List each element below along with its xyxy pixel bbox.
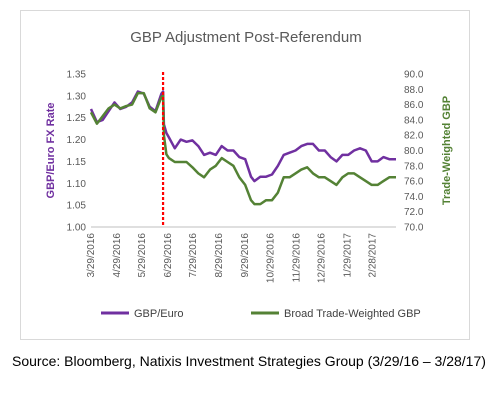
x-tick-label: 11/29/2016: [291, 233, 302, 283]
y-left-tick-label: 1.10: [67, 179, 87, 190]
y-right-tick-label: 70.0: [404, 223, 424, 234]
y-left-tick-label: 1.25: [67, 113, 87, 124]
x-tick-label: 9/29/2016: [240, 233, 251, 278]
y-right-tick-label: 86.0: [404, 100, 424, 111]
series-line-trade-weighted: [89, 91, 396, 206]
chart-title: GBP Adjustment Post-Referendum: [130, 29, 362, 46]
y-left-tick-label: 1.05: [67, 201, 87, 212]
y-right-tick-label: 82.0: [404, 131, 424, 142]
y-right-tick-label: 80.0: [404, 146, 424, 157]
legend-label: Broad Trade-Weighted GBP: [284, 308, 421, 320]
chart-frame: GBP Adjustment Post-Referendum 1.35 1.30 1.…: [20, 10, 470, 340]
source-note: Source: Bloomberg, Natixis Investment St…: [12, 353, 486, 369]
legend-label: GBP/Euro: [134, 308, 184, 320]
x-tick-label: 7/29/2016: [188, 233, 199, 278]
x-tick-label: 10/29/2016: [265, 233, 276, 283]
series-line-gbp-euro: [89, 90, 396, 183]
y-right-tick-label: 88.0: [404, 85, 424, 96]
y-left-tick-label: 1.20: [67, 135, 87, 146]
x-tick-label: 3/29/2016: [86, 233, 97, 278]
x-tick-label: 4/29/2016: [112, 233, 123, 278]
y-left-tick-label: 1.00: [67, 223, 87, 234]
y-right-tick-label: 84.0: [404, 115, 424, 126]
y-right-tick-label: 74.0: [404, 192, 424, 203]
y-right-tick-label: 78.0: [404, 161, 424, 172]
y-right-tick-label: 76.0: [404, 177, 424, 188]
y-left-axis-label: GBP/Euro FX Rate: [45, 103, 57, 199]
y-right-axis-label: Trade-Weighted GBP: [441, 96, 453, 205]
x-tick-label: 2/28/2017: [368, 233, 379, 278]
chart-svg: GBP Adjustment Post-Referendum 1.35 1.30 1.…: [45, 29, 453, 320]
y-right-tick-label: 72.0: [404, 207, 424, 218]
x-tick-label: 12/29/2016: [316, 233, 327, 283]
y-left-tick-label: 1.35: [67, 70, 87, 81]
y-left-tick-label: 1.30: [67, 91, 87, 102]
x-tick-label: 6/29/2016: [163, 233, 174, 278]
y-left-tick-label: 1.15: [67, 157, 87, 168]
x-tick-label: 8/29/2016: [214, 233, 225, 278]
x-tick-label: 5/29/2016: [137, 233, 148, 278]
x-tick-label: 1/29/2017: [342, 233, 353, 278]
y-right-tick-label: 90.0: [404, 70, 424, 81]
